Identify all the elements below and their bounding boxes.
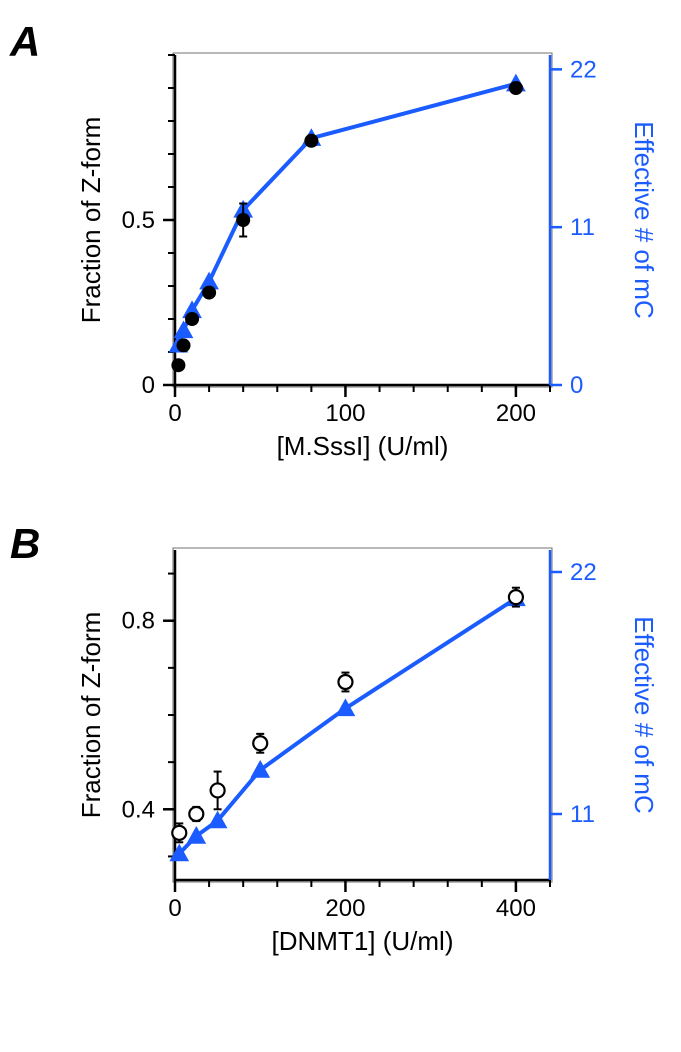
svg-text:22: 22	[570, 559, 597, 586]
chart-b-wrap: 0 200 400 0.4 0.8 11 22 [DNMT1] (U/ml) Fraction …	[60, 525, 660, 985]
chart-a-wrap: 0 100 200 0 0.5 0 11 22 [M.SssI] (U/ml) Fraction …	[60, 30, 660, 490]
svg-text:0.4: 0.4	[122, 796, 155, 823]
svg-text:[DNMT1] (U/ml): [DNMT1] (U/ml)	[272, 926, 454, 956]
svg-text:0.8: 0.8	[122, 608, 155, 635]
svg-text:200: 200	[325, 895, 365, 922]
panel-b-label: B	[10, 520, 40, 568]
svg-text:Fraction of Z-form: Fraction of Z-form	[76, 117, 106, 324]
svg-text:0: 0	[142, 372, 155, 399]
svg-text:200: 200	[496, 400, 536, 427]
svg-text:22: 22	[570, 56, 597, 83]
svg-text:[M.SssI] (U/ml): [M.SssI] (U/ml)	[277, 431, 449, 461]
panel-a-label: A	[10, 18, 40, 66]
page: A 0 100 200 0 0.5 0 11 22 [M.SssI] (U/ml) Fractio…	[0, 0, 681, 1052]
svg-text:400: 400	[496, 895, 536, 922]
svg-text:0: 0	[168, 400, 181, 427]
chart-b: 0 200 400 0.4 0.8 11 22 [DNMT1] (U/ml) Fraction …	[60, 525, 660, 985]
svg-text:Effective # of mC: Effective # of mC	[629, 121, 659, 319]
svg-text:0: 0	[570, 372, 583, 399]
chart-a: 0 100 200 0 0.5 0 11 22 [M.SssI] (U/ml) Fraction …	[60, 30, 660, 490]
svg-text:0.5: 0.5	[122, 207, 155, 234]
svg-text:100: 100	[325, 400, 365, 427]
svg-text:11: 11	[570, 214, 595, 241]
svg-text:0: 0	[168, 895, 181, 922]
svg-text:Effective # of mC: Effective # of mC	[629, 616, 659, 814]
svg-text:11: 11	[570, 801, 595, 828]
svg-text:Fraction of Z-form: Fraction of Z-form	[76, 612, 106, 819]
